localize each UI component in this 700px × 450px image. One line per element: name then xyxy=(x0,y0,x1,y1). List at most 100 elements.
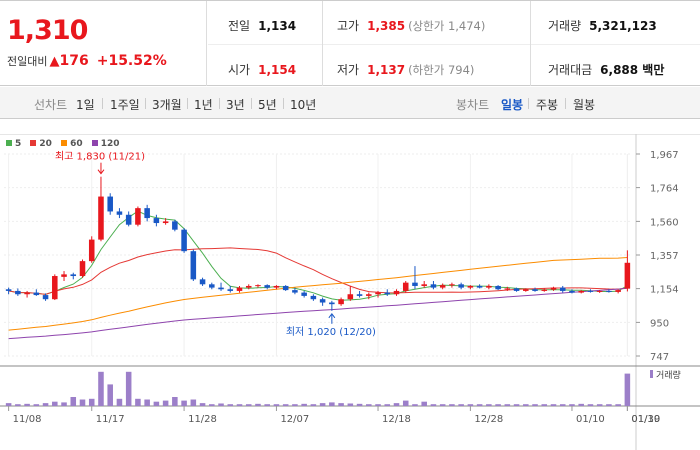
candle-body xyxy=(578,290,584,293)
candle-body xyxy=(218,287,224,290)
candle-body xyxy=(52,276,58,300)
price-summary: 1,310 전일대비 ▲176 +15.52% 전일 1,134 시가 1,154 고가… xyxy=(0,0,700,86)
current-price-box: 1,310 전일대비 ▲176 +15.52% xyxy=(0,1,207,86)
amount-value: 6,888 백만 xyxy=(600,63,665,77)
candle-body xyxy=(384,292,391,295)
price-change: 전일대비 ▲176 +15.52% xyxy=(7,53,167,69)
x-tick-label: 11/28 xyxy=(188,414,217,425)
volume-bar xyxy=(88,398,95,406)
volume-bar xyxy=(329,402,335,406)
candle-body xyxy=(24,292,30,295)
legend-ma120: 120 xyxy=(91,139,120,149)
volume-bar xyxy=(107,384,113,406)
summary-divider xyxy=(208,44,700,45)
x-tick-label: 01/30 xyxy=(631,414,660,425)
volume-bar xyxy=(338,403,344,406)
candle-body xyxy=(393,290,400,295)
candle-body xyxy=(587,290,594,292)
volume-bar xyxy=(98,371,104,406)
period-divider xyxy=(102,98,103,109)
candle-body xyxy=(5,289,12,291)
x-tick-label: 12/28 xyxy=(474,414,503,425)
volume-bar xyxy=(615,404,621,406)
volume-bar xyxy=(449,404,455,406)
volume-bar xyxy=(439,404,446,406)
candle-body xyxy=(70,274,77,277)
volume-stat: 거래량 5,321,123 xyxy=(548,17,657,34)
period-3m-button[interactable]: 3개월 xyxy=(152,98,182,112)
candle-body xyxy=(209,284,215,288)
prev-close-value: 1,134 xyxy=(258,19,297,33)
moving-average-legend: 5 20 60 120 xyxy=(6,139,126,149)
high-stat: 고가 1,385 (상한가 1,474) xyxy=(337,17,485,34)
volume-bar xyxy=(79,399,86,406)
volume-bar xyxy=(596,404,603,406)
period-divider xyxy=(145,98,146,109)
volume-bar xyxy=(24,403,30,406)
volume-legend-label: 거래량 xyxy=(656,369,681,381)
legend-swatch xyxy=(91,140,98,146)
legend-label: 120 xyxy=(100,139,120,149)
candle-body xyxy=(172,221,178,230)
volume-bar xyxy=(172,397,178,406)
candle-body xyxy=(162,221,169,224)
period-1d-button[interactable]: 1일 xyxy=(76,98,95,112)
candle-body xyxy=(513,288,520,291)
volume-bar xyxy=(61,402,67,406)
candle-body xyxy=(338,299,344,305)
volume-bar xyxy=(301,403,307,406)
up-arrow-icon xyxy=(328,312,336,319)
period-monthly-button[interactable]: 월봉 xyxy=(573,98,596,112)
candle-body xyxy=(236,287,243,291)
current-price: 1,310 xyxy=(7,15,88,46)
candle-body xyxy=(366,294,372,296)
volume-bar xyxy=(421,401,427,406)
period-divider xyxy=(251,98,252,109)
volume-bar xyxy=(347,403,354,406)
period-10y-button[interactable]: 10년 xyxy=(290,98,317,112)
y-tick-label: 1,764 xyxy=(650,184,679,195)
upper-limit-note: (상한가 1,474) xyxy=(408,19,486,33)
x-tick-label: 12/18 xyxy=(382,414,411,425)
volume-bar xyxy=(144,399,150,406)
candle-body xyxy=(107,196,113,212)
high-annotation: 최고 1,830 (11/21) xyxy=(55,151,145,163)
volume-bar xyxy=(578,403,584,406)
volume-bar xyxy=(495,404,501,406)
volume-bar xyxy=(513,404,520,406)
candle-body xyxy=(199,279,206,285)
candle-body xyxy=(116,211,123,215)
candle-body xyxy=(550,287,557,290)
volume-bar xyxy=(209,404,215,406)
legend-swatch xyxy=(6,140,12,146)
period-1y-button[interactable]: 1년 xyxy=(194,98,213,112)
volume-bar xyxy=(70,397,77,406)
period-weekly-button[interactable]: 주봉 xyxy=(536,98,559,112)
column-divider xyxy=(530,1,531,86)
candle-body xyxy=(310,295,317,300)
period-1w-button[interactable]: 1주일 xyxy=(110,98,140,112)
change-label: 전일대비 xyxy=(7,55,48,68)
candle-body xyxy=(412,282,418,286)
candle-body xyxy=(596,290,603,292)
candle-body xyxy=(532,289,538,291)
volume-bar xyxy=(559,404,566,406)
volume-label: 거래량 xyxy=(548,19,582,33)
volume-bar xyxy=(476,404,483,406)
volume-bar xyxy=(5,403,12,406)
legend-label: 20 xyxy=(39,139,52,149)
period-3y-button[interactable]: 3년 xyxy=(226,98,245,112)
volume-bar xyxy=(52,401,58,406)
volume-bar xyxy=(402,400,409,406)
open-value: 1,154 xyxy=(258,63,297,77)
period-daily-button[interactable]: 일봉 xyxy=(501,98,524,112)
volume-bar xyxy=(569,404,575,406)
legend-ma5: 5 xyxy=(6,139,21,149)
prev-close-label: 전일 xyxy=(228,19,251,33)
candle-body xyxy=(495,285,501,290)
volume-bar xyxy=(33,404,40,406)
candle-body xyxy=(356,294,363,296)
period-5y-button[interactable]: 5년 xyxy=(258,98,277,112)
period-divider xyxy=(528,98,529,109)
